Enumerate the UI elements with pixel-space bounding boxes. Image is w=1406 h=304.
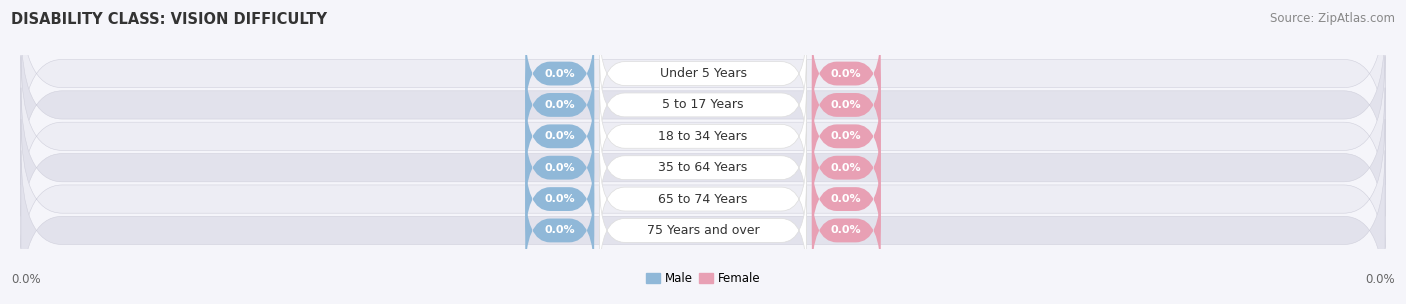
Text: 0.0%: 0.0% [544,131,575,141]
Text: 0.0%: 0.0% [831,68,862,78]
FancyBboxPatch shape [21,0,1385,154]
Text: 0.0%: 0.0% [544,194,575,204]
Text: 75 Years and over: 75 Years and over [647,224,759,237]
FancyBboxPatch shape [811,92,880,181]
Text: 0.0%: 0.0% [831,194,862,204]
FancyBboxPatch shape [526,60,595,150]
Text: 0.0%: 0.0% [831,226,862,236]
FancyBboxPatch shape [526,92,595,181]
FancyBboxPatch shape [599,186,807,275]
Text: 0.0%: 0.0% [11,273,41,286]
FancyBboxPatch shape [811,123,880,212]
FancyBboxPatch shape [21,88,1385,248]
FancyBboxPatch shape [21,25,1385,185]
FancyBboxPatch shape [599,92,807,181]
FancyBboxPatch shape [526,29,595,118]
Text: 18 to 34 Years: 18 to 34 Years [658,130,748,143]
FancyBboxPatch shape [811,186,880,275]
Text: Under 5 Years: Under 5 Years [659,67,747,80]
Text: 0.0%: 0.0% [1365,273,1395,286]
FancyBboxPatch shape [599,154,807,244]
Text: 0.0%: 0.0% [544,68,575,78]
FancyBboxPatch shape [599,60,807,150]
Text: 0.0%: 0.0% [831,131,862,141]
FancyBboxPatch shape [811,29,880,118]
Text: 0.0%: 0.0% [544,100,575,110]
FancyBboxPatch shape [526,123,595,212]
Legend: Male, Female: Male, Female [645,271,761,286]
Text: 0.0%: 0.0% [544,226,575,236]
FancyBboxPatch shape [811,60,880,150]
FancyBboxPatch shape [526,186,595,275]
Text: 65 to 74 Years: 65 to 74 Years [658,192,748,206]
FancyBboxPatch shape [21,119,1385,279]
FancyBboxPatch shape [811,154,880,244]
Text: 0.0%: 0.0% [831,163,862,173]
Text: Source: ZipAtlas.com: Source: ZipAtlas.com [1270,12,1395,25]
FancyBboxPatch shape [599,123,807,212]
FancyBboxPatch shape [21,150,1385,304]
FancyBboxPatch shape [526,154,595,244]
Text: 0.0%: 0.0% [544,163,575,173]
Text: 35 to 64 Years: 35 to 64 Years [658,161,748,174]
Text: DISABILITY CLASS: VISION DIFFICULTY: DISABILITY CLASS: VISION DIFFICULTY [11,12,328,27]
Text: 5 to 17 Years: 5 to 17 Years [662,98,744,112]
FancyBboxPatch shape [599,29,807,118]
FancyBboxPatch shape [21,56,1385,216]
Text: 0.0%: 0.0% [831,100,862,110]
